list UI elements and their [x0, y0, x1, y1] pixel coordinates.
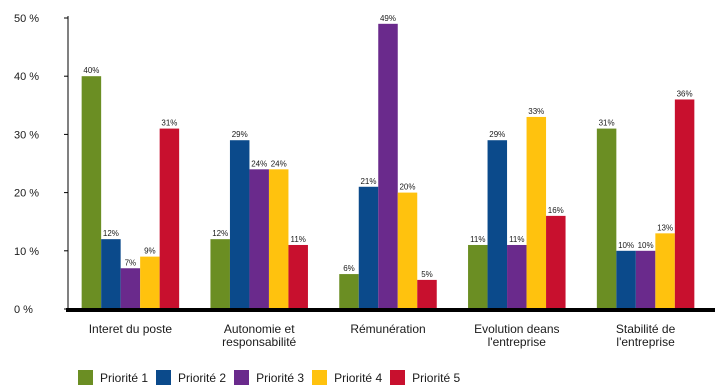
bar-value-label: 36%: [677, 89, 693, 98]
bar-value-label: 13%: [657, 223, 673, 232]
bar: [397, 192, 418, 309]
bar-value-label: 20%: [399, 183, 415, 192]
legend-item: Priorité 3: [234, 370, 304, 385]
y-tick-label: 20 %: [14, 188, 39, 200]
bar: [358, 186, 379, 309]
bar: [268, 169, 289, 309]
x-category-label: Interet du poste: [89, 322, 173, 336]
legend-item: Priorité 2: [156, 370, 226, 385]
y-tick-label: 40 %: [14, 71, 39, 83]
legend-swatch: [78, 370, 93, 385]
legend-swatch: [390, 370, 406, 385]
bar: [288, 244, 308, 309]
bar: [417, 279, 437, 309]
legend-swatch: [312, 370, 328, 385]
legend-label: Priorité 1: [100, 370, 149, 385]
x-axis-baseline: [66, 308, 715, 312]
x-category-label: Autonomie et responsabilité: [222, 322, 296, 349]
bar-value-label: 7%: [125, 258, 137, 267]
legend: Priorité 1 Priorité 2 Priorité 3 Priorité 4…: [78, 370, 468, 385]
legend-item: Priorité 5: [390, 370, 460, 385]
legend-label: Priorité 3: [256, 370, 305, 385]
bar-value-label: 21%: [360, 177, 376, 186]
bar-value-label: 49%: [380, 14, 396, 23]
legend-label: Priorité 4: [334, 370, 383, 385]
bar: [487, 140, 508, 309]
bar-value-label: 12%: [103, 229, 119, 238]
bar: [674, 99, 695, 309]
bar-value-label: 11%: [470, 235, 485, 244]
bar-value-label: 33%: [528, 107, 544, 116]
bar-value-label: 24%: [271, 159, 287, 168]
bar-value-label: 9%: [144, 247, 156, 256]
bar-value-label: 10%: [618, 241, 634, 250]
bar-value-label: 29%: [232, 130, 248, 139]
bar-value-label: 12%: [212, 229, 228, 238]
y-tick-label: 30 %: [14, 129, 39, 141]
legend-item: Priorité 4: [312, 370, 382, 385]
bar-value-label: 6%: [343, 264, 355, 273]
bar: [378, 23, 398, 309]
legend-item: Priorité 1: [78, 370, 148, 385]
bar-value-label: 40%: [83, 66, 99, 75]
bar-value-label: 24%: [251, 159, 267, 168]
bar: [210, 239, 230, 309]
bar-value-label: 11%: [290, 235, 305, 244]
y-tick-label: 50 %: [14, 13, 39, 25]
legend-swatch: [156, 370, 172, 385]
bar-value-label: 29%: [489, 130, 505, 139]
bar: [339, 274, 359, 309]
x-category-label: Evolution deans l'entreprise: [474, 322, 559, 349]
bar: [140, 256, 160, 309]
bar: [526, 116, 547, 309]
bar: [596, 128, 617, 309]
bar: [546, 215, 566, 309]
bar: [249, 169, 269, 309]
bar: [81, 76, 102, 309]
y-tick-label: 0 %: [14, 304, 33, 316]
bar-value-label: 10%: [638, 241, 654, 250]
bar-value-label: 31%: [599, 119, 615, 128]
bar: [655, 233, 675, 309]
bar: [635, 250, 656, 309]
legend-swatch: [234, 370, 250, 385]
x-category-label: Rémunération: [350, 322, 425, 336]
y-tick-label: 10 %: [14, 246, 39, 258]
legend-label: Priorité 5: [412, 370, 461, 385]
bar: [468, 244, 488, 309]
bar: [616, 250, 636, 309]
bar: [120, 268, 141, 309]
legend-label: Priorité 2: [178, 370, 227, 385]
bar-value-label: 5%: [421, 270, 433, 279]
bar: [101, 239, 121, 309]
bar-value-label: 16%: [548, 206, 564, 215]
x-category-label: Stabilité de l'entreprise: [616, 322, 676, 349]
bar: [507, 244, 527, 309]
bar-value-label: 31%: [161, 119, 177, 128]
bar: [159, 128, 180, 309]
bar: [229, 140, 250, 309]
bar-value-label: 11%: [509, 235, 524, 244]
